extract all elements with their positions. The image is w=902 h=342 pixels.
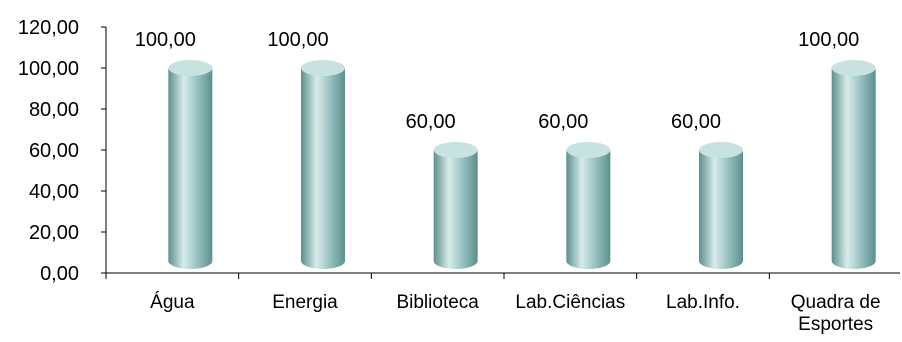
bar-top — [301, 60, 345, 76]
bar-body — [433, 150, 478, 269]
bar-top — [168, 60, 213, 76]
labels: 0,00 20,00 40,00 60,00 80,00 100,00 120,00 100,… — [18, 17, 881, 335]
category-label: Lab.Ciências — [515, 292, 625, 313]
bar-top — [831, 60, 876, 76]
y-tick-label: 40,00 — [29, 181, 79, 203]
bar — [168, 60, 213, 269]
bar-body — [831, 68, 876, 269]
bar — [831, 60, 876, 269]
axes — [101, 26, 900, 279]
bar — [566, 142, 611, 269]
bar-body — [168, 68, 213, 269]
category-label: Esportes — [798, 314, 873, 335]
data-label: 100,00 — [135, 29, 196, 51]
data-label: 60,00 — [406, 111, 456, 133]
y-tick-label: 0,00 — [40, 263, 79, 285]
category-label: Energia — [272, 292, 338, 313]
y-tick-label: 60,00 — [29, 140, 79, 162]
bar-body — [566, 150, 611, 269]
data-label: 100,00 — [267, 29, 328, 51]
category-label: Biblioteca — [396, 292, 479, 313]
bar — [301, 60, 345, 269]
bar-top — [566, 142, 611, 158]
bar-body — [699, 150, 743, 269]
bar-top — [433, 142, 478, 158]
data-label: 60,00 — [671, 111, 721, 133]
y-tick-label: 80,00 — [29, 99, 79, 121]
bar — [699, 142, 743, 269]
data-label: 100,00 — [798, 29, 859, 51]
category-label: Água — [150, 292, 195, 313]
bar-top — [699, 142, 743, 158]
bar-body — [301, 68, 345, 269]
y-tick-label: 100,00 — [18, 58, 79, 80]
y-tick-label: 120,00 — [18, 17, 79, 39]
category-label: Quadra de — [791, 292, 881, 313]
bars — [168, 60, 876, 269]
y-tick-label: 20,00 — [29, 222, 79, 244]
bar — [433, 142, 478, 269]
data-label: 60,00 — [538, 111, 588, 133]
category-label: Lab.Info. — [666, 292, 740, 313]
